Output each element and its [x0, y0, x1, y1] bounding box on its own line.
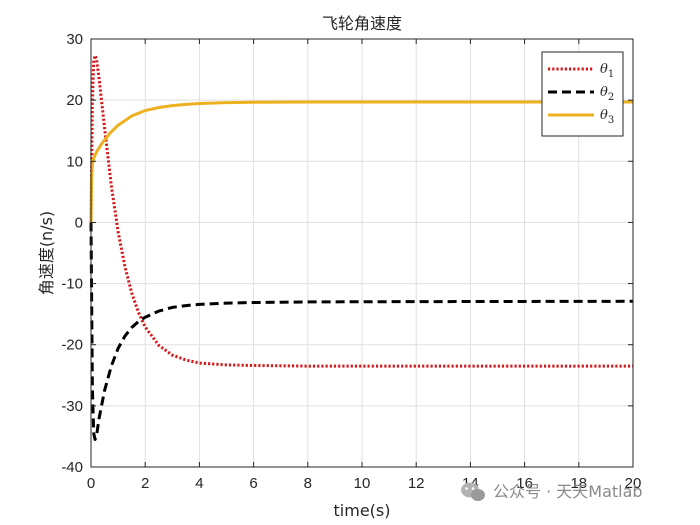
series-line-3	[89, 100, 633, 223]
y-tick-label: -20	[61, 337, 83, 354]
series-line-2	[89, 222, 634, 441]
y-tick-label: 30	[66, 31, 83, 48]
legend-box	[541, 51, 624, 137]
series-layer	[89, 54, 634, 441]
y-tick-label: 20	[66, 92, 83, 109]
y-tick-label: -10	[61, 276, 83, 293]
legend-label-1: θ1	[600, 62, 614, 80]
legend-label-3: θ3	[600, 108, 614, 126]
watermark-text: 公众号 · 天天Matlab	[493, 482, 643, 501]
x-tick-label: 18	[570, 475, 587, 492]
x-tick-label: 6	[249, 475, 257, 492]
x-tick-label: 10	[354, 475, 371, 492]
legend-label-2: θ2	[600, 85, 614, 103]
x-tick-label: 0	[87, 475, 95, 492]
y-tick-label: -40	[61, 459, 83, 476]
chart-title: 飞轮角速度	[322, 14, 402, 33]
y-axis-label: 角速度(n/s)	[37, 211, 56, 295]
x-tick-label: 12	[408, 475, 425, 492]
tick-marks	[90, 38, 634, 468]
y-tick-labels: -40 -30 -20 -10 0 10 20 30	[61, 31, 83, 476]
x-tick-label: 4	[195, 475, 203, 492]
x-tick-label: 2	[141, 475, 149, 492]
x-tick-label: 16	[516, 475, 533, 492]
y-tick-label: 10	[66, 153, 83, 170]
legend: θ1 θ2 θ3	[541, 51, 624, 137]
x-tick-label: 20	[625, 475, 642, 492]
y-tick-label: -30	[61, 398, 83, 415]
x-tick-label: 8	[304, 475, 312, 492]
y-tick-label: 0	[75, 214, 83, 231]
series-line-1	[89, 54, 633, 368]
x-axis-label: time(s)	[334, 501, 391, 520]
watermark: 公众号 · 天天Matlab	[461, 482, 643, 501]
wechat-icon	[461, 482, 485, 501]
